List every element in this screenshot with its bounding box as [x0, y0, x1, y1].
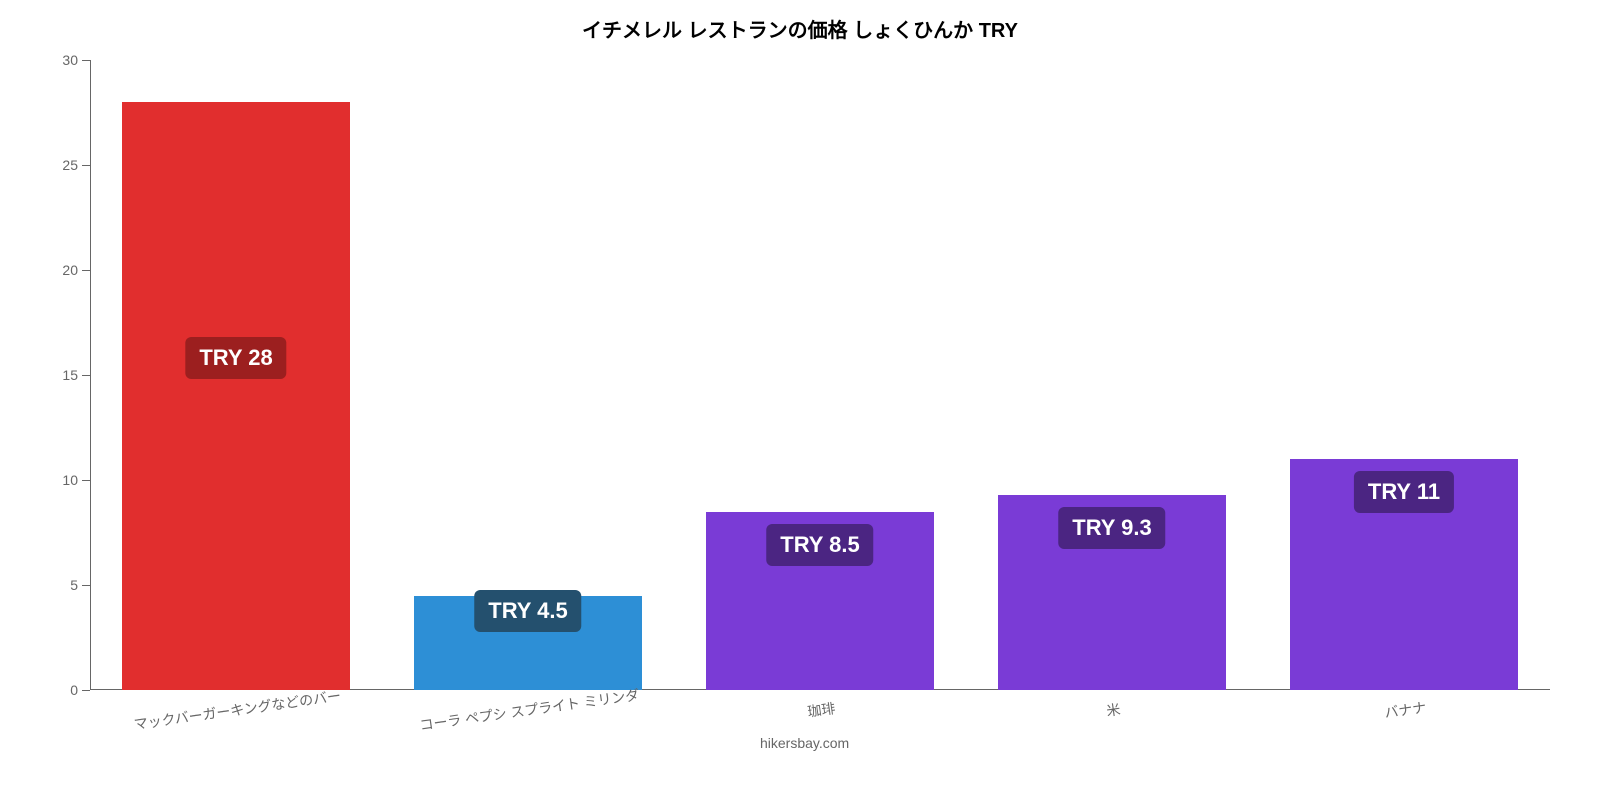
- bar-value-label: TRY 8.5: [766, 524, 873, 566]
- y-tick: [82, 690, 90, 691]
- y-tick: [82, 585, 90, 586]
- attribution-text: hikersbay.com: [760, 735, 849, 751]
- bar-value-label: TRY 28: [185, 337, 286, 379]
- y-tick-label: 10: [28, 472, 78, 488]
- y-axis-line: [90, 60, 91, 690]
- y-tick-label: 5: [28, 577, 78, 593]
- y-tick: [82, 60, 90, 61]
- bar-value-label: TRY 9.3: [1058, 507, 1165, 549]
- bar-value-label: TRY 4.5: [474, 590, 581, 632]
- x-tick-label: コーラ ペプシ スプライト ミリンダ: [418, 685, 640, 736]
- plot-area: 051015202530TRY 28マックバーガーキングなどのバーTRY 4.5…: [90, 60, 1550, 690]
- y-tick: [82, 165, 90, 166]
- x-tick-label: 珈琲: [806, 698, 837, 722]
- y-tick-label: 0: [28, 682, 78, 698]
- y-tick-label: 25: [28, 157, 78, 173]
- y-tick-label: 20: [28, 262, 78, 278]
- x-tick-label: 米: [1105, 699, 1122, 721]
- y-tick-label: 15: [28, 367, 78, 383]
- chart-title: イチメレル レストランの価格 しょくひんか TRY: [0, 14, 1600, 43]
- y-tick: [82, 270, 90, 271]
- y-tick: [82, 375, 90, 376]
- bar: [122, 102, 350, 690]
- y-tick-label: 30: [28, 52, 78, 68]
- price-bar-chart: イチメレル レストランの価格 しょくひんか TRY 051015202530TR…: [0, 0, 1600, 800]
- x-tick-label: バナナ: [1383, 697, 1427, 723]
- x-tick-label: マックバーガーキングなどのバー: [133, 685, 343, 734]
- bar-value-label: TRY 11: [1354, 471, 1454, 513]
- y-tick: [82, 480, 90, 481]
